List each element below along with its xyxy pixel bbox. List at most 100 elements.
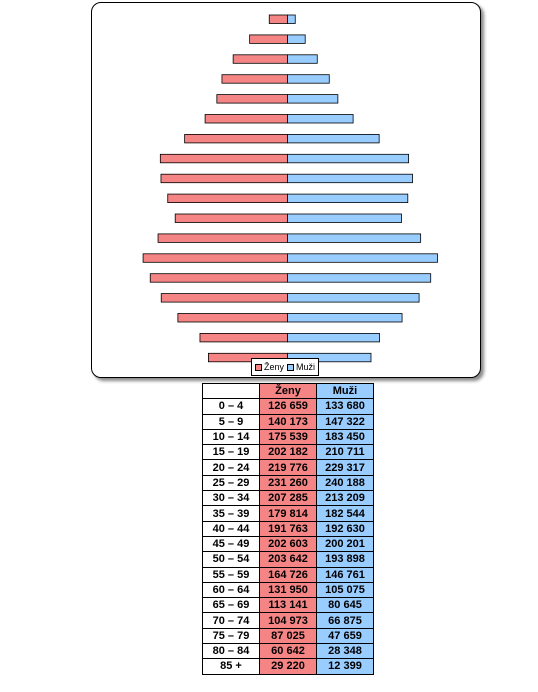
men-cell: 133 680 (316, 398, 374, 415)
header-women: Ženy (259, 382, 317, 400)
bar-men-11 (287, 133, 380, 144)
data-table: Ženy Muži 0 – 4 126 659 133 680 5 – 9 140 17… (202, 382, 374, 675)
table-row: 25 – 29 231 260 240 188 (202, 474, 374, 492)
bar-women-16 (249, 34, 288, 44)
legend-swatch-men (287, 363, 295, 371)
men-cell: 66 875 (316, 612, 374, 629)
men-cell: 192 630 (316, 520, 374, 537)
table-row: 35 – 39 179 814 182 544 (202, 505, 374, 522)
header-age (202, 382, 260, 400)
table-row: 5 – 9 140 173 147 322 (202, 413, 374, 430)
men-cell: 146 761 (316, 566, 374, 583)
women-cell: 231 260 (259, 474, 317, 492)
bar-women-12 (204, 114, 288, 124)
legend-label-women: Ženy (264, 362, 285, 372)
age-cell: 5 – 9 (202, 413, 260, 430)
women-cell: 164 726 (259, 566, 317, 583)
bar-men-4 (287, 273, 432, 283)
women-cell: 191 763 (259, 520, 317, 537)
age-cell: 0 – 4 (202, 398, 260, 415)
women-cell: 131 950 (259, 581, 317, 599)
men-cell: 193 898 (316, 551, 374, 568)
bar-men-13 (287, 94, 339, 104)
table-row: 70 – 74 104 973 66 875 (202, 612, 374, 629)
age-cell: 45 – 49 (202, 535, 260, 553)
legend-label-men: Muži (296, 362, 316, 372)
age-cell: 70 – 74 (202, 612, 260, 629)
bar-women-6 (157, 233, 288, 243)
age-cell: 10 – 14 (202, 428, 260, 446)
bar-men-3 (287, 293, 420, 303)
men-cell: 213 209 (316, 490, 374, 507)
men-cell: 182 544 (316, 505, 374, 522)
women-cell: 60 642 (259, 643, 317, 660)
women-cell: 175 539 (259, 428, 317, 446)
men-cell: 12 399 (316, 658, 374, 675)
age-cell: 30 – 34 (202, 490, 260, 507)
bar-men-12 (287, 114, 354, 124)
bar-men-17 (287, 14, 296, 24)
women-cell: 202 603 (259, 535, 317, 553)
men-cell: 240 188 (316, 474, 374, 492)
men-cell: 80 645 (316, 597, 374, 614)
age-cell: 80 – 84 (202, 643, 260, 660)
chart-frame: Ženy Muži (91, 2, 481, 378)
men-cell: 200 201 (316, 535, 374, 553)
population-pyramid (142, 14, 438, 363)
age-cell: 75 – 79 (202, 627, 260, 645)
age-cell: 65 – 69 (202, 597, 260, 614)
women-cell: 113 141 (259, 597, 317, 614)
age-cell: 60 – 64 (202, 581, 260, 599)
women-cell: 104 973 (259, 612, 317, 629)
women-cell: 207 285 (259, 490, 317, 507)
women-cell: 140 173 (259, 413, 317, 430)
bar-women-3 (160, 293, 288, 303)
legend-item-women: Ženy (255, 362, 284, 372)
bar-men-5 (287, 253, 438, 263)
table-row: 55 – 59 164 726 146 761 (202, 566, 374, 583)
table-row: 30 – 34 207 285 213 209 (202, 490, 374, 507)
bar-women-1 (199, 332, 288, 343)
age-cell: 25 – 29 (202, 474, 260, 492)
age-cell: 50 – 54 (202, 551, 260, 568)
bar-women-14 (221, 74, 288, 84)
bar-men-2 (287, 313, 403, 323)
women-cell: 29 220 (259, 658, 317, 675)
header-men: Muži (316, 382, 374, 400)
age-cell: 55 – 59 (202, 566, 260, 583)
table-body: 0 – 4 126 659 133 680 5 – 9 140 173 147 322 10… (202, 398, 374, 675)
women-cell: 202 182 (259, 444, 317, 461)
legend-item-men: Muži (287, 362, 315, 372)
bar-men-16 (287, 34, 306, 44)
women-cell: 126 659 (259, 398, 317, 415)
bar-men-14 (287, 74, 330, 84)
table-row: 0 – 4 126 659 133 680 (202, 398, 374, 415)
table-row: 40 – 44 191 763 192 630 (202, 520, 374, 537)
bar-women-8 (167, 193, 288, 204)
age-cell: 85 + (202, 658, 260, 675)
table-row: 60 – 64 131 950 105 075 (202, 581, 374, 599)
men-cell: 147 322 (316, 413, 374, 430)
women-cell: 219 776 (259, 459, 317, 476)
age-cell: 20 – 24 (202, 459, 260, 476)
bar-women-5 (142, 253, 288, 263)
legend-swatch-women (255, 363, 262, 371)
table-header-row: Ženy Muži (202, 382, 374, 400)
bar-women-2 (177, 313, 288, 323)
age-cell: 35 – 39 (202, 505, 260, 522)
table-row: 65 – 69 113 141 80 645 (202, 597, 374, 614)
table-row: 15 – 19 202 182 210 711 (202, 444, 374, 461)
table-row: 45 – 49 202 603 200 201 (202, 535, 374, 553)
men-cell: 183 450 (316, 428, 374, 446)
bar-women-4 (149, 273, 288, 283)
chart-legend: Ženy Muži (251, 358, 320, 376)
age-cell: 15 – 19 (202, 444, 260, 461)
bar-men-0 (287, 352, 372, 363)
table-row: 85 +29 220 12 399 (202, 658, 374, 675)
age-cell: 40 – 44 (202, 520, 260, 537)
table-row: 80 – 84 60 642 28 348 (202, 643, 374, 660)
men-cell: 229 317 (316, 459, 374, 476)
bar-women-7 (174, 213, 288, 223)
table-row: 75 – 79 87 025 47 659 (202, 627, 374, 645)
women-cell: 87 025 (259, 627, 317, 645)
